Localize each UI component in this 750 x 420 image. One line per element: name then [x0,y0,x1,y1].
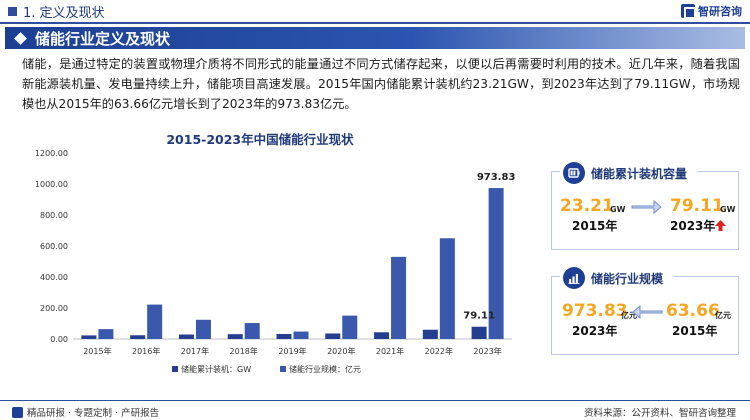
footer-divider [0,400,750,401]
section-title: 1. 定义及现状 [23,5,105,21]
arrow-left-icon [632,304,663,320]
scale-2023-year: 2023年 [572,324,618,338]
bar-capacity [276,333,292,339]
y-tick-label: 1000.00 [35,180,68,189]
scale-2015-value: 63.66 [666,301,720,321]
footer-source: 资料来源：公开资料、智研咨询整理 [583,408,736,419]
x-tick-label: 2021年 [376,346,404,356]
y-tick-label: 0.00 [50,335,68,344]
legend-label: 储能累计装机：GW [181,364,251,374]
bar-capacity [325,333,341,339]
capacity-2023-year: 2023年 [670,219,716,233]
up-arrow-icon [715,220,726,231]
scale-card-title: 储能行业规模 [591,271,664,286]
x-tick-label: 2020年 [327,346,355,356]
bar-capacity [374,332,390,339]
scale-2015-year: 2015年 [672,324,718,338]
x-tick-label: 2016年 [132,346,160,356]
data-label: 973.83 [477,172,516,183]
capacity-2023-value: 79.11 [670,196,724,216]
capacity-2015-year: 2015年 [572,219,618,233]
y-tick-label: 400.00 [40,273,68,282]
bar-capacity [130,335,146,339]
bar-chart: 0.00 200.00 400.00 600.00 800.00 1000.00 1200.… [35,149,516,374]
battery-icon [563,162,585,184]
top-divider [0,22,750,24]
x-tick-label: 2017年 [181,346,209,356]
arrow-right-icon [631,199,662,215]
bar-scale [293,331,309,339]
top-bar: 1. 定义及现状 智研咨询 [0,0,750,22]
brand-name: 智研咨询 [698,5,742,18]
bar-capacity [471,326,487,339]
brand: 智研咨询 [681,3,742,19]
footer-logo-icon [12,406,23,418]
bar-capacity [81,335,97,339]
x-tick-label: 2019年 [278,346,306,356]
x-tick-label: 2015年 [83,346,111,356]
capacity-card-header: 储能累计装机容量 [560,162,698,184]
capacity-card: 储能累计装机容量 23.21 GW 2015年 79.11 GW 2023年 [551,162,739,250]
bar-scale [98,329,114,339]
legend-swatch [172,366,178,372]
y-tick-label: 800.00 [40,211,68,220]
bar-scale [391,256,407,339]
bar-capacity [178,334,194,339]
capacity-2015-value: 23.21 [560,196,614,216]
scale-2015-unit: 亿元 [715,311,731,320]
bar-scale [147,304,163,339]
bar-scale [488,188,504,339]
section-banner: 储能行业定义及现状 [5,27,745,49]
bar-scale [342,315,358,339]
legend-swatch [280,366,286,372]
x-tick-label: 2018年 [230,346,258,356]
data-label: 79.11 [463,311,495,322]
intro-paragraph: 储能，是通过特定的装置或物理介质将不同形式的能量通过不同方式储存起来，以便以后再… [22,57,740,111]
section-marker [8,6,17,16]
x-tick-label: 2023年 [473,346,501,356]
capacity-2015-unit: GW [610,205,626,214]
y-tick-label: 200.00 [40,304,68,313]
y-tick-label: 600.00 [40,242,68,251]
chart-title: 2015-2023年中国储能行业现状 [166,132,354,147]
capacity-2023-unit: GW [720,205,736,214]
y-tick-label: 1200.00 [35,149,68,158]
footer-tagline-text: 精品研报 · 专题定制 · 产研报告 [27,408,160,419]
scale-card-header: 储能行业规模 [560,267,674,289]
bar-capacity [227,334,243,339]
footer-tagline: 精品研报 · 专题定制 · 产研报告 [12,405,159,419]
bar-capacity [422,329,438,339]
scale-2023-unit: 亿元 [621,311,637,320]
x-tick-label: 2022年 [425,346,453,356]
diamond-icon [14,31,27,45]
brand-logo-icon [681,4,696,19]
scale-2023-value: 973.83 [562,301,628,321]
bar-chart-icon [563,267,585,289]
legend-label: 储能行业规模：亿元 [289,364,361,374]
bar-scale [244,323,260,339]
scale-card: 储能行业规模 973.83 亿元 2023年 63.66 亿元 2015年 [551,267,739,355]
bar-scale [195,319,211,339]
banner-title: 储能行业定义及现状 [35,29,171,48]
capacity-card-title: 储能累计装机容量 [591,166,688,181]
bar-scale [439,238,455,339]
